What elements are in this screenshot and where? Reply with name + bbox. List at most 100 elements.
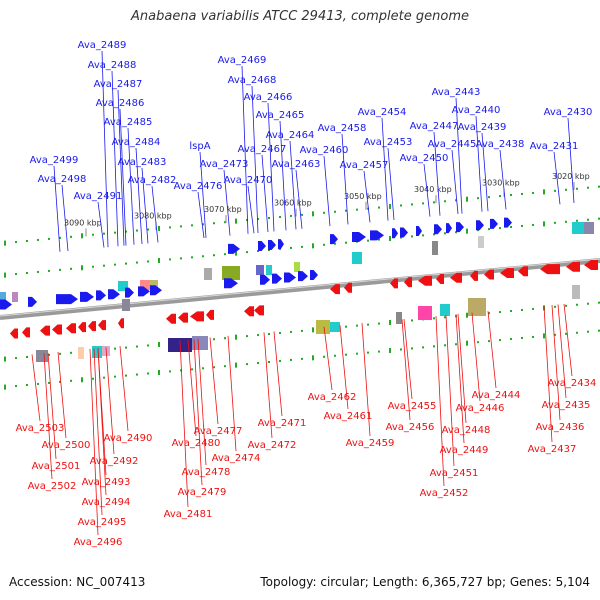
- reverse-gene-arrow: [436, 274, 444, 285]
- reverse-gene-label: Ava_2481: [164, 509, 213, 520]
- gene-leader-line: [223, 169, 231, 236]
- guide-dot: [191, 256, 193, 259]
- guide-dot: [345, 241, 347, 244]
- gene-leader-line: [47, 352, 57, 460]
- forward-gene-label: Ava_2447: [410, 121, 459, 132]
- guide-dot: [4, 272, 6, 278]
- guide-dot: [257, 334, 259, 337]
- guide-dot: [92, 233, 94, 236]
- guide-dot: [169, 258, 171, 261]
- kbp-tick-label: 3030 kbp: [482, 179, 520, 188]
- map-title: Anabaena variabilis ATCC 29413, complete…: [131, 9, 469, 24]
- gene-leader-line: [557, 304, 567, 399]
- gene-leader-line: [387, 147, 395, 221]
- guide-dot: [4, 240, 6, 246]
- forward-gene-arrow: [330, 234, 338, 245]
- guide-dot: [587, 302, 589, 305]
- guide-dot: [191, 224, 193, 227]
- guide-dot: [444, 316, 446, 319]
- forward-gene-arrow: [310, 270, 318, 281]
- gene-leader-line: [57, 351, 67, 439]
- forward-gene-arrow: [272, 273, 282, 284]
- forward-gene-arrow: [446, 223, 452, 234]
- gene-leader-line: [97, 348, 107, 496]
- guide-dot: [59, 236, 61, 239]
- gene-leader-line: [499, 149, 507, 210]
- backbone-line: [0, 257, 600, 320]
- guide-dot: [191, 368, 193, 371]
- guide-dot: [323, 355, 325, 358]
- guide-dot: [367, 239, 369, 242]
- guide-dot: [576, 303, 578, 306]
- gene-leader-line: [209, 337, 219, 425]
- gene-leader-line: [487, 311, 497, 389]
- cog-box: [12, 292, 18, 302]
- reverse-gene-arrow: [118, 318, 124, 329]
- forward-gene-label: Ava_2460: [300, 145, 349, 156]
- forward-gene-label: Ava_2483: [118, 157, 167, 168]
- guide-dot: [598, 217, 600, 220]
- guide-dot: [180, 257, 182, 260]
- guide-dot: [81, 265, 83, 271]
- reverse-gene-label: Ava_2436: [536, 422, 585, 433]
- guide-dot: [224, 337, 226, 340]
- guide-dot: [565, 220, 567, 223]
- guide-dot: [587, 330, 589, 333]
- guide-dot: [279, 215, 281, 218]
- guide-dot: [180, 369, 182, 372]
- guide-dot: [59, 380, 61, 383]
- guide-dot: [334, 210, 336, 213]
- forward-gene-label: Ava_2473: [200, 159, 249, 170]
- guide-dot: [158, 369, 160, 375]
- kbp-tick-label: 3050 kbp: [344, 192, 382, 201]
- forward-gene-label: Ava_2440: [452, 105, 501, 116]
- cog-box: [122, 299, 130, 311]
- guide-dot: [169, 226, 171, 229]
- forward-gene-arrow: [258, 240, 266, 251]
- forward-gene-arrow: [80, 291, 94, 302]
- guide-dot: [345, 353, 347, 356]
- guide-dot: [598, 301, 600, 304]
- guide-dot: [59, 352, 61, 355]
- guide-dot: [543, 333, 545, 339]
- guide-dot: [202, 367, 204, 370]
- guide-dot: [499, 227, 501, 230]
- guide-dot: [411, 319, 413, 322]
- guide-dot: [4, 384, 6, 390]
- reverse-gene-label: Ava_2478: [182, 467, 231, 478]
- forward-gene-label: Ava_2487: [94, 79, 143, 90]
- guide-dot: [114, 375, 116, 378]
- guide-dot: [433, 233, 435, 236]
- gene-leader-line: [119, 108, 127, 246]
- guide-dot: [356, 208, 358, 211]
- gene-leader-line: [289, 140, 297, 230]
- reverse-gene-label: Ava_2449: [440, 445, 489, 456]
- reverse-gene-arrow: [166, 313, 176, 324]
- cog-box: [584, 222, 594, 234]
- reverse-gene-label: Ava_2455: [388, 401, 437, 412]
- guide-dot: [356, 324, 358, 327]
- guide-dot: [565, 332, 567, 335]
- guide-dot: [477, 341, 479, 344]
- gene-leader-line: [193, 339, 203, 486]
- guide-dot: [455, 199, 457, 202]
- reverse-gene-label: Ava_2456: [386, 422, 435, 433]
- forward-gene-label: Ava_2453: [364, 137, 413, 148]
- cog-box: [440, 304, 450, 316]
- forward-gene-label: Ava_2467: [238, 144, 287, 155]
- guide-dot: [565, 188, 567, 191]
- reverse-gene-label: Ava_2471: [258, 418, 307, 429]
- gene-leader-line: [435, 316, 445, 487]
- forward-gene-arrow: [456, 222, 464, 233]
- gene-leader-line: [279, 120, 287, 231]
- reverse-gene-arrow: [484, 269, 494, 280]
- reverse-gene-arrow: [344, 282, 352, 293]
- guide-dot: [499, 311, 501, 314]
- reverse-gene-arrow: [206, 309, 214, 320]
- guide-dot: [521, 308, 523, 311]
- reverse-gene-label: Ava_2495: [78, 517, 127, 528]
- guide-dot: [323, 211, 325, 214]
- guide-dot: [26, 356, 28, 359]
- guide-dot: [37, 238, 39, 241]
- guide-dot: [576, 187, 578, 190]
